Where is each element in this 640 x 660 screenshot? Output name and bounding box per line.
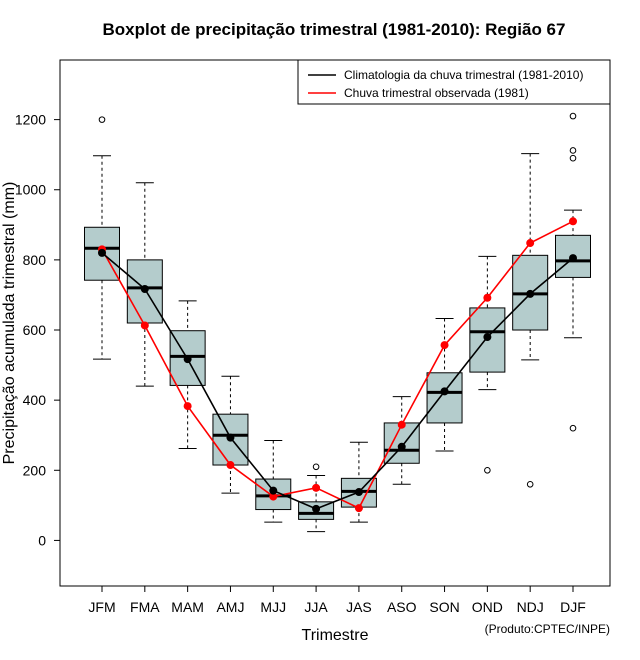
outlier-point: [569, 154, 577, 162]
outlier-point: [569, 147, 577, 154]
y-tick-label: 800: [23, 252, 47, 268]
x-tick-label: JAS: [346, 599, 372, 615]
series-point-observed: [312, 483, 321, 492]
box-ASO: [383, 396, 420, 485]
y-axis: 0 200 400 600 800 1000 1200: [15, 112, 60, 548]
x-tick-label: JJA: [304, 599, 328, 615]
series-point-climatology: [483, 333, 492, 342]
series-line-climatology: [101, 252, 574, 510]
outlier-point: [569, 424, 577, 432]
y-axis-label: Precipitação acumulada trimestral (mm): [1, 182, 18, 465]
outlier-point: [98, 116, 106, 123]
box-JJA: [298, 463, 335, 533]
boxes: [84, 112, 591, 533]
x-tick-label: SON: [429, 599, 459, 615]
series-point-observed: [483, 293, 492, 302]
series-lines: [98, 217, 577, 513]
series-point-climatology: [98, 248, 106, 257]
series-point-climatology: [440, 387, 449, 396]
y-tick-label: 200: [23, 462, 47, 478]
x-tick-label: MJJ: [260, 599, 286, 615]
series-point-climatology: [269, 486, 278, 495]
legend: Climatologia da chuva trimestral (1981-2…: [297, 59, 611, 105]
series-point-climatology: [354, 488, 363, 497]
x-axis: JFM FMA MAM AMJ MJJ JJA JAS ASO SON OND NDJ DJF: [88, 586, 586, 615]
series-point-climatology: [526, 289, 535, 298]
y-tick-label: 400: [23, 392, 47, 408]
outlier-point: [569, 112, 577, 120]
series-point-observed: [397, 420, 406, 429]
y-tick-label: 1200: [15, 112, 46, 128]
box-MAM: [169, 300, 206, 450]
outlier-point: [484, 466, 491, 474]
box-FMA: [126, 182, 163, 387]
credit-text: (Produto:CPTEC/INPE): [485, 622, 610, 636]
x-tick-label: AMJ: [216, 599, 244, 615]
y-tick-label: 0: [38, 532, 46, 548]
x-tick-label: NDJ: [517, 599, 544, 615]
series-point-climatology: [397, 442, 406, 451]
series-point-observed: [569, 217, 577, 226]
series-point-climatology: [569, 254, 577, 263]
box-iqr: [426, 372, 463, 424]
box-JFM: [84, 116, 120, 360]
x-tick-label: DJF: [560, 599, 586, 615]
box-MJJ: [255, 439, 292, 523]
x-tick-label: FMA: [130, 599, 160, 615]
series-point-observed: [526, 239, 535, 248]
x-tick-label: OND: [472, 599, 503, 615]
series-point-climatology: [140, 284, 149, 293]
series-point-observed: [269, 492, 278, 501]
x-tick-label: JFM: [88, 599, 115, 615]
x-tick-label: ASO: [387, 599, 417, 615]
series-point-climatology: [312, 504, 321, 513]
series-point-climatology: [183, 355, 192, 364]
legend-label-observed: Chuva trimestral observada (1981): [344, 86, 529, 100]
box-NDJ: [512, 153, 549, 488]
series-point-observed: [440, 341, 449, 350]
box-DJF: [555, 112, 591, 432]
series-point-climatology: [226, 433, 235, 442]
box-OND: [469, 255, 506, 474]
box-SON: [426, 317, 463, 452]
y-tick-label: 1000: [15, 182, 46, 198]
series-point-observed: [183, 402, 192, 411]
series-point-observed: [354, 504, 363, 513]
legend-label-climatology: Climatologia da chuva trimestral (1981-2…: [344, 68, 583, 82]
outlier-point: [526, 481, 534, 488]
x-tick-label: MAM: [171, 599, 204, 615]
outlier-point: [312, 463, 320, 471]
x-axis-label: Trimestre: [302, 627, 369, 644]
legend-box: [297, 59, 611, 105]
series-point-observed: [140, 321, 149, 330]
y-tick-label: 600: [23, 322, 47, 338]
series-line-observed: [101, 220, 574, 510]
chart-title: Boxplot de precipitação trimestral (1981…: [103, 20, 566, 39]
series-point-observed: [226, 461, 235, 470]
